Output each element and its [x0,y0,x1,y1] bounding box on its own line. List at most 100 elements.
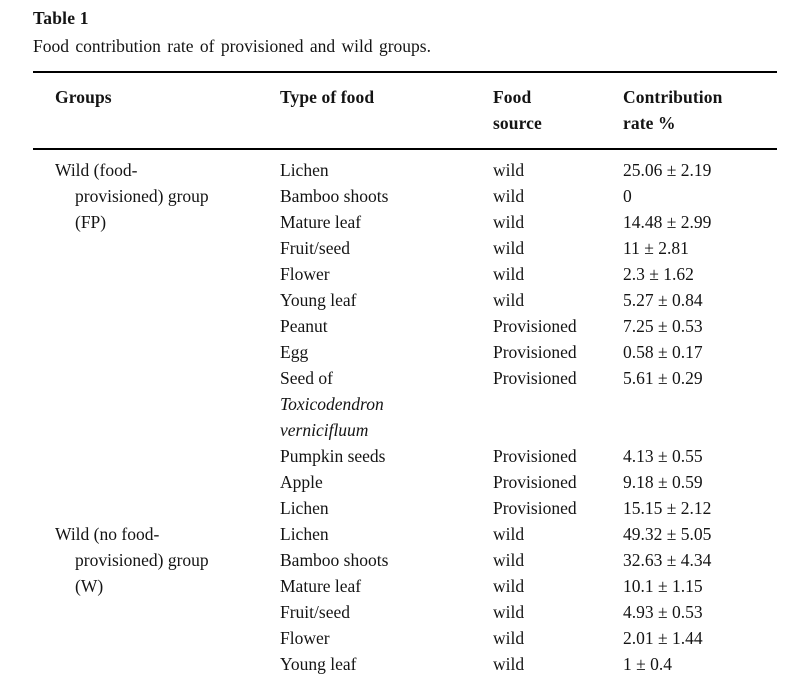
rate-cell: 25.06 ± 2.19 [623,160,712,180]
group-cell [33,391,280,417]
table-row: Apple Provisioned 9.18 ± 0.59 [33,469,777,495]
rate-cell: 1 ± 0.4 [623,654,672,674]
group-cell [33,469,280,495]
table-row: provisioned) group Bamboo shoots wild 0 [33,183,777,209]
food-cell: Young leaf [280,290,357,310]
table-row: Fruit/seed wild 11 ± 2.81 [33,235,777,261]
header-food-source: Food source [493,84,623,136]
table-title: Table 1 [33,8,89,28]
source-cell: wild [493,550,525,570]
food-cell: Lichen [280,160,329,180]
source-cell: wild [493,160,525,180]
source-cell: Provisioned [493,316,577,336]
header-type-of-food: Type of food [280,84,493,136]
rate-cell: 5.27 ± 0.84 [623,290,703,310]
group-cell: provisioned) group [75,186,209,206]
table-row: Toxicodendron [33,391,777,417]
table-header-row: Groups Type of food Food source Contribu… [33,73,777,150]
source-cell: Provisioned [493,342,577,362]
table-row: Wild (food- Lichen wild 25.06 ± 2.19 [33,157,777,183]
rate-cell: 10.1 ± 1.15 [623,576,703,596]
table-row: Seed of Provisioned 5.61 ± 0.29 [33,365,777,391]
source-cell: Provisioned [493,472,577,492]
group-cell: (FP) [75,212,107,232]
table-body: Wild (food- Lichen wild 25.06 ± 2.19 provisi… [33,150,777,684]
group-cell: provisioned) group [75,550,209,570]
table-row: Peanut Provisioned 7.25 ± 0.53 [33,313,777,339]
header-contribution-rate: Contribution rate % [623,84,777,136]
food-cell: Toxicodendron [280,394,384,414]
food-cell: Egg [280,342,309,362]
group-cell [33,339,280,365]
food-cell: Flower [280,628,330,648]
table-block: Table 1 Food contribution rate of provis… [33,8,777,684]
food-cell: Mature leaf [280,576,362,596]
rate-cell: 0 [623,186,632,206]
source-cell [493,391,623,417]
source-cell: Provisioned [493,446,577,466]
food-cell: Bamboo shoots [280,550,389,570]
table-row: Wild (no food- Lichen wild 49.32 ± 5.05 [33,521,777,547]
table-row: Pumpkin seeds Provisioned 4.13 ± 0.55 [33,443,777,469]
source-cell: wild [493,654,525,674]
group-cell [33,599,280,625]
group-cell [33,365,280,391]
group-cell [33,495,280,521]
source-cell: wild [493,602,525,622]
source-cell [493,417,623,443]
rate-cell [623,391,777,417]
rate-cell: 49.32 ± 5.05 [623,524,712,544]
food-cell: Peanut [280,316,328,336]
source-cell: wild [493,576,525,596]
rate-cell: 2.01 ± 1.44 [623,628,703,648]
source-cell: Provisioned [493,498,577,518]
rate-cell: 32.63 ± 4.34 [623,550,712,570]
group-cell [33,287,280,313]
header-groups: Groups [33,84,280,136]
rate-cell: 7.25 ± 0.53 [623,316,703,336]
group-cell [33,417,280,443]
food-cell: Apple [280,472,323,492]
source-cell: wild [493,212,525,232]
food-cell: Mature leaf [280,212,362,232]
data-table: Groups Type of food Food source Contribu… [33,71,777,684]
table-row: Fruit/seed wild 4.93 ± 0.53 [33,599,777,625]
source-cell: Provisioned [493,368,577,388]
food-cell: Young leaf [280,654,357,674]
source-cell: wild [493,628,525,648]
food-cell: Fruit/seed [280,602,350,622]
source-cell: wild [493,238,525,258]
group-cell [33,313,280,339]
table-row: (W) Mature leaf wild 10.1 ± 1.15 [33,573,777,599]
food-cell: vernicifluum [280,420,369,440]
rate-cell: 4.93 ± 0.53 [623,602,703,622]
table-row: Egg Provisioned 0.58 ± 0.17 [33,339,777,365]
group-cell [33,625,280,651]
table-caption: Food contribution rate of provisioned an… [33,36,431,56]
rate-cell: 4.13 ± 0.55 [623,446,703,466]
table-row: Lichen Provisioned 15.15 ± 2.12 [33,495,777,521]
table-row: (FP) Mature leaf wild 14.48 ± 2.99 [33,209,777,235]
group-cell [33,261,280,287]
rate-cell: 9.18 ± 0.59 [623,472,703,492]
header-contribution-rate-line1: Contribution [623,87,723,107]
food-cell: Pumpkin seeds [280,446,386,466]
rate-cell: 15.15 ± 2.12 [623,498,712,518]
group-cell: (W) [75,576,104,596]
table-row: provisioned) group Bamboo shoots wild 32.63… [33,547,777,573]
source-cell: wild [493,524,525,544]
source-cell: wild [493,186,525,206]
header-groups-line1: Groups [55,87,112,107]
source-cell: wild [493,290,525,310]
group-cell: Wild (no food- [55,524,160,544]
rate-cell: 0.58 ± 0.17 [623,342,703,362]
table-row: Flower wild 2.3 ± 1.62 [33,261,777,287]
header-food-source-line2: source [493,113,542,133]
table-row: Young leaf wild 1 ± 0.4 [33,651,777,677]
rate-cell: 5.61 ± 0.29 [623,368,703,388]
header-food-source-line1: Food [493,87,532,107]
table-row: Young leaf wild 5.27 ± 0.84 [33,287,777,313]
rate-cell: 14.48 ± 2.99 [623,212,712,232]
food-cell: Bamboo shoots [280,186,389,206]
